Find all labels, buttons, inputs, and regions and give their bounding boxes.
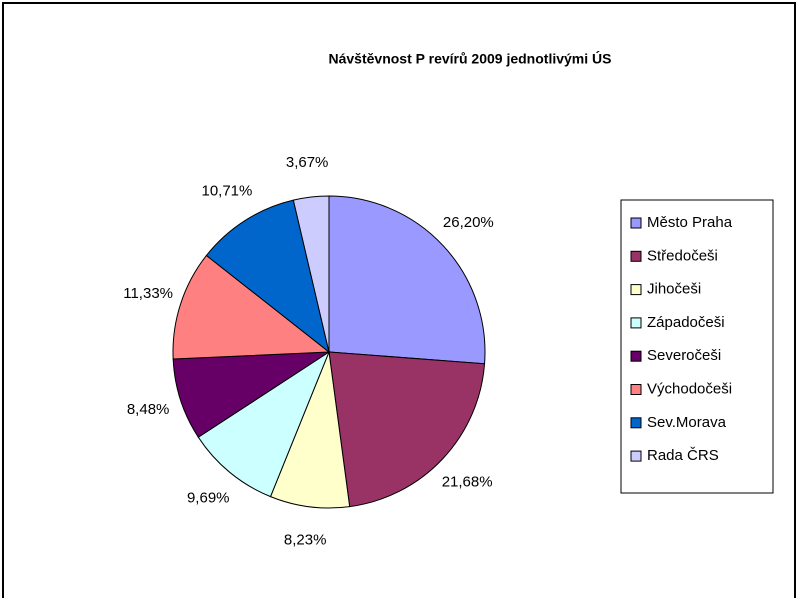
pie-slice [205,199,330,354]
data-label: 9,69% [187,490,230,507]
chart-title: Návštěvnost P revírů 2009 jednotlivými Ú… [329,50,612,67]
data-label: 8,23% [284,531,327,548]
legend-label: Město Praha [647,214,733,231]
pie-slice [197,350,331,498]
legend-swatch [630,450,642,462]
data-label: 10,71% [201,183,252,200]
pie-slice [172,254,331,360]
legend-box [620,199,774,494]
legend-label: Rada ČRS [647,447,719,464]
legend-label: Jihočeši [647,281,701,298]
legend-swatch [630,350,642,362]
legend-swatch [630,384,642,395]
data-label: 21,68% [442,473,493,490]
legend-label: Severočeši [647,347,721,364]
data-label: 26,20% [443,214,494,231]
legend-label: Středočeši [647,247,718,264]
data-label: 11,33% [123,285,173,302]
legend-swatch [630,317,642,329]
data-label: 8,48% [127,401,170,418]
legend-label: Západočeši [647,314,725,331]
data-label: 3,67% [286,154,329,171]
legend-swatch [630,284,642,296]
legend-swatch [630,250,642,262]
legend-label: Východočeši [647,380,732,397]
pie-slice [328,195,486,365]
pie-slice [292,195,330,353]
legend-swatch [630,217,642,229]
pie-slice [328,351,486,508]
legend-label: Sev.Morava [647,414,727,431]
legend-swatch [630,417,642,429]
